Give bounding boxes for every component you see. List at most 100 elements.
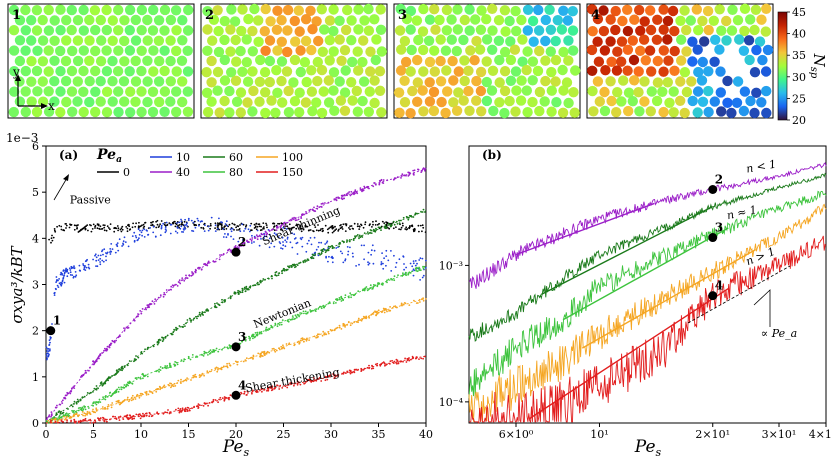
data-point [203, 222, 206, 225]
data-point [302, 310, 305, 313]
particle [43, 45, 54, 56]
data-point [342, 261, 345, 264]
data-point [147, 346, 150, 349]
data-point [192, 230, 195, 233]
particle [395, 3, 406, 15]
data-point [156, 411, 159, 414]
data-point [337, 196, 339, 199]
particle [587, 26, 598, 37]
data-point [338, 298, 341, 301]
data-point [160, 224, 163, 227]
data-point [54, 287, 57, 290]
particle [703, 66, 714, 77]
data-point [81, 411, 84, 413]
data-point [73, 267, 76, 269]
particle [66, 24, 77, 36]
particle [26, 56, 37, 67]
particle [101, 66, 113, 77]
data-point [68, 226, 71, 229]
particle [153, 15, 165, 26]
data-point [419, 279, 421, 281]
particle [26, 96, 37, 107]
particle [136, 106, 147, 118]
data-point [341, 252, 344, 255]
data-point [243, 230, 245, 232]
data-point [55, 412, 58, 414]
data-point [94, 224, 97, 227]
particle [241, 57, 252, 68]
data-point [396, 223, 399, 225]
data-point [61, 402, 64, 404]
particle [264, 35, 276, 46]
data-point [181, 231, 183, 233]
particle [324, 55, 335, 66]
particle [521, 64, 532, 76]
data-point [147, 234, 149, 236]
panel-a-frame [45, 145, 427, 424]
y-tick-label: 1 [32, 371, 39, 384]
particle [751, 87, 762, 99]
particle [260, 87, 271, 98]
particle [43, 106, 55, 117]
particle [283, 107, 295, 118]
particle [505, 54, 517, 66]
data-point [49, 336, 52, 338]
data-point [64, 418, 66, 421]
data-point [275, 274, 278, 277]
particle [260, 107, 271, 119]
particle [394, 25, 406, 36]
data-point [202, 227, 205, 230]
particle [49, 55, 60, 66]
particle [147, 25, 159, 36]
data-point [261, 280, 264, 282]
particle [282, 4, 294, 16]
data-point [200, 226, 203, 229]
data-point [320, 241, 323, 244]
particle [611, 107, 622, 118]
particle [417, 26, 429, 37]
data-point [165, 289, 168, 291]
particle [714, 44, 725, 55]
data-point [295, 265, 297, 268]
particle [339, 87, 351, 98]
particle [522, 46, 533, 57]
data-point [281, 272, 283, 275]
data-point [418, 358, 420, 360]
data-point [405, 361, 408, 363]
data-point [393, 279, 396, 282]
particle [153, 35, 165, 46]
data-point [293, 344, 296, 347]
data-point [347, 321, 350, 323]
particle [429, 45, 440, 56]
data-point [375, 311, 377, 313]
particle [352, 106, 363, 117]
data-point [347, 250, 350, 253]
particle [334, 34, 345, 45]
data-point [372, 262, 375, 265]
data-point [380, 263, 383, 265]
x-tick-label: 10¹ [590, 428, 608, 441]
data-point [131, 235, 134, 238]
data-point [115, 400, 118, 403]
data-point [196, 356, 199, 358]
data-point [46, 352, 49, 355]
data-point [136, 395, 138, 398]
data-point [103, 398, 105, 400]
data-point [247, 287, 249, 290]
data-point [155, 226, 158, 229]
data-point [336, 326, 339, 329]
particle [375, 4, 386, 15]
data-point [184, 410, 186, 413]
data-point [312, 309, 314, 312]
data-point [178, 221, 181, 224]
data-point [366, 289, 369, 292]
x-tick-label: 6×10⁰ [499, 428, 534, 441]
data-point [138, 396, 141, 399]
data-point [48, 343, 51, 346]
data-point [240, 391, 242, 394]
data-point [145, 390, 148, 393]
annotation-shear-thinning: Shear thinning [260, 204, 342, 249]
data-point [141, 372, 144, 375]
data-point [45, 420, 48, 422]
data-point [251, 234, 253, 237]
